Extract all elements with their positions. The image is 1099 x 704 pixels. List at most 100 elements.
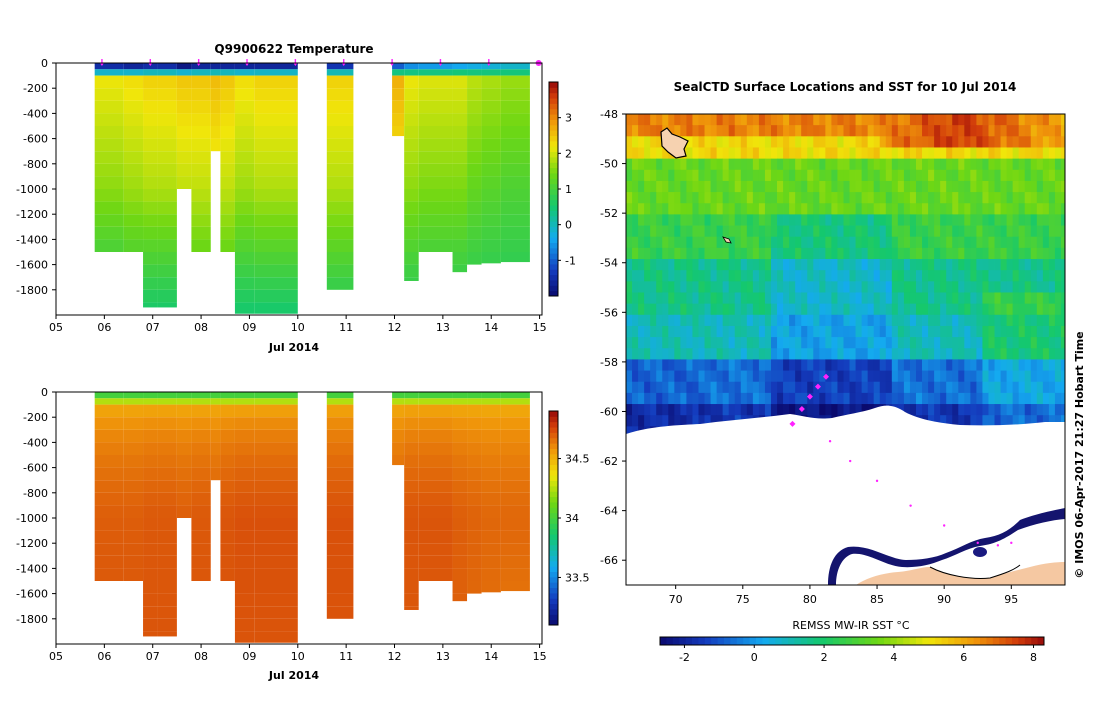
profile-cell (191, 417, 211, 430)
profile-cell (452, 555, 468, 569)
sst-cell (958, 270, 965, 282)
sst-cell (644, 247, 651, 260)
sst-cell (795, 281, 802, 293)
sst-cell (668, 325, 675, 338)
sst-cell (807, 158, 814, 171)
profile-cell (452, 581, 468, 594)
sst-cell (704, 381, 711, 394)
profile-cell (157, 277, 177, 290)
sst-cell (698, 370, 705, 383)
sst-cell (915, 192, 923, 204)
sst-cell (964, 225, 971, 238)
sst-cell (704, 247, 711, 260)
sst-cell (686, 281, 693, 293)
sst-cell (1060, 370, 1065, 383)
sst-cell (668, 259, 675, 271)
profile-cell (481, 163, 501, 177)
profile-cell (500, 239, 530, 252)
sst-cell (1006, 236, 1014, 249)
profile-cell (157, 126, 177, 139)
profile-cell (157, 543, 177, 556)
seal-track-point (875, 479, 879, 483)
sst-cell (632, 247, 639, 260)
profile-marker-head (293, 63, 298, 66)
sst-cell (922, 180, 929, 193)
sst-cell (909, 259, 917, 271)
sst-cell (752, 348, 760, 360)
sst-cell (873, 348, 881, 360)
sst-cell (915, 125, 923, 137)
sst-cell (789, 314, 796, 327)
profile-cell (481, 239, 501, 252)
profile-cell (191, 151, 211, 164)
sst-cell (764, 203, 772, 215)
sst-cell (861, 225, 869, 238)
profile-cell (254, 631, 298, 643)
sst-cell (1048, 158, 1056, 171)
sst-cell (825, 214, 832, 226)
sst-cell (843, 158, 850, 171)
profile-cell (234, 189, 255, 202)
sst-cell (1054, 270, 1062, 282)
sst-cell (970, 292, 977, 305)
sst-cell (849, 370, 856, 383)
sst-cell (891, 125, 899, 137)
sst-cell (650, 415, 657, 427)
sst-cell (1018, 359, 1026, 371)
sst-cell (662, 381, 669, 394)
profile-cell (143, 392, 158, 399)
profile-cell (452, 455, 468, 468)
sst-cell (632, 158, 639, 171)
sst-cell (807, 303, 814, 316)
sst-cell (976, 303, 983, 316)
sst-cell (662, 259, 669, 271)
sst-cell (909, 203, 917, 215)
sst-cell (770, 381, 778, 394)
temperature-x-ticks: 05 06 07 08 09 10 11 12 13 14 15 (49, 315, 547, 334)
sst-cell (837, 392, 844, 405)
profile-cell (326, 201, 354, 215)
sst-cell (674, 370, 681, 383)
sst-cell (783, 303, 790, 316)
profile-markers (99, 59, 542, 66)
sst-cell (1006, 281, 1014, 293)
profile-cell (452, 392, 468, 399)
sst-cell (897, 247, 905, 260)
sst-cell (1054, 415, 1062, 427)
sst-cell (716, 225, 724, 238)
sst-cell (795, 136, 802, 148)
sst-cell (1006, 381, 1014, 394)
sst-cell (813, 114, 820, 126)
sst-cell (795, 337, 802, 349)
sst-cell (650, 325, 657, 338)
sst-cell (632, 337, 639, 349)
sst-cell (795, 203, 802, 215)
sst-cell (777, 348, 784, 360)
sst-cell (632, 203, 639, 215)
sst-cell (632, 404, 639, 416)
sst-cell (632, 281, 639, 293)
sst-cell (897, 236, 905, 249)
sst-cell (758, 303, 766, 316)
x-tick-label: 06 (97, 650, 111, 663)
sst-cell (789, 125, 796, 137)
sst-cell (710, 236, 718, 249)
sst-cell (885, 247, 893, 260)
sst-cell (879, 236, 887, 249)
sst-cell (746, 392, 754, 405)
sst-cell (692, 404, 699, 416)
sst-cell (626, 203, 633, 215)
profile-cell (234, 568, 255, 581)
sst-cell (988, 214, 995, 226)
profile-cell (500, 189, 530, 202)
sst-cell (680, 281, 687, 293)
x-tick-label: 11 (339, 321, 353, 334)
sst-colorbar-segment (967, 637, 975, 645)
profile-cell (143, 163, 158, 177)
sst-cell (982, 192, 989, 204)
sst-cell (849, 147, 856, 160)
sst-cell (662, 314, 669, 327)
profile-cell (254, 226, 298, 240)
sst-cell (746, 236, 754, 249)
sst-cell (740, 158, 748, 171)
